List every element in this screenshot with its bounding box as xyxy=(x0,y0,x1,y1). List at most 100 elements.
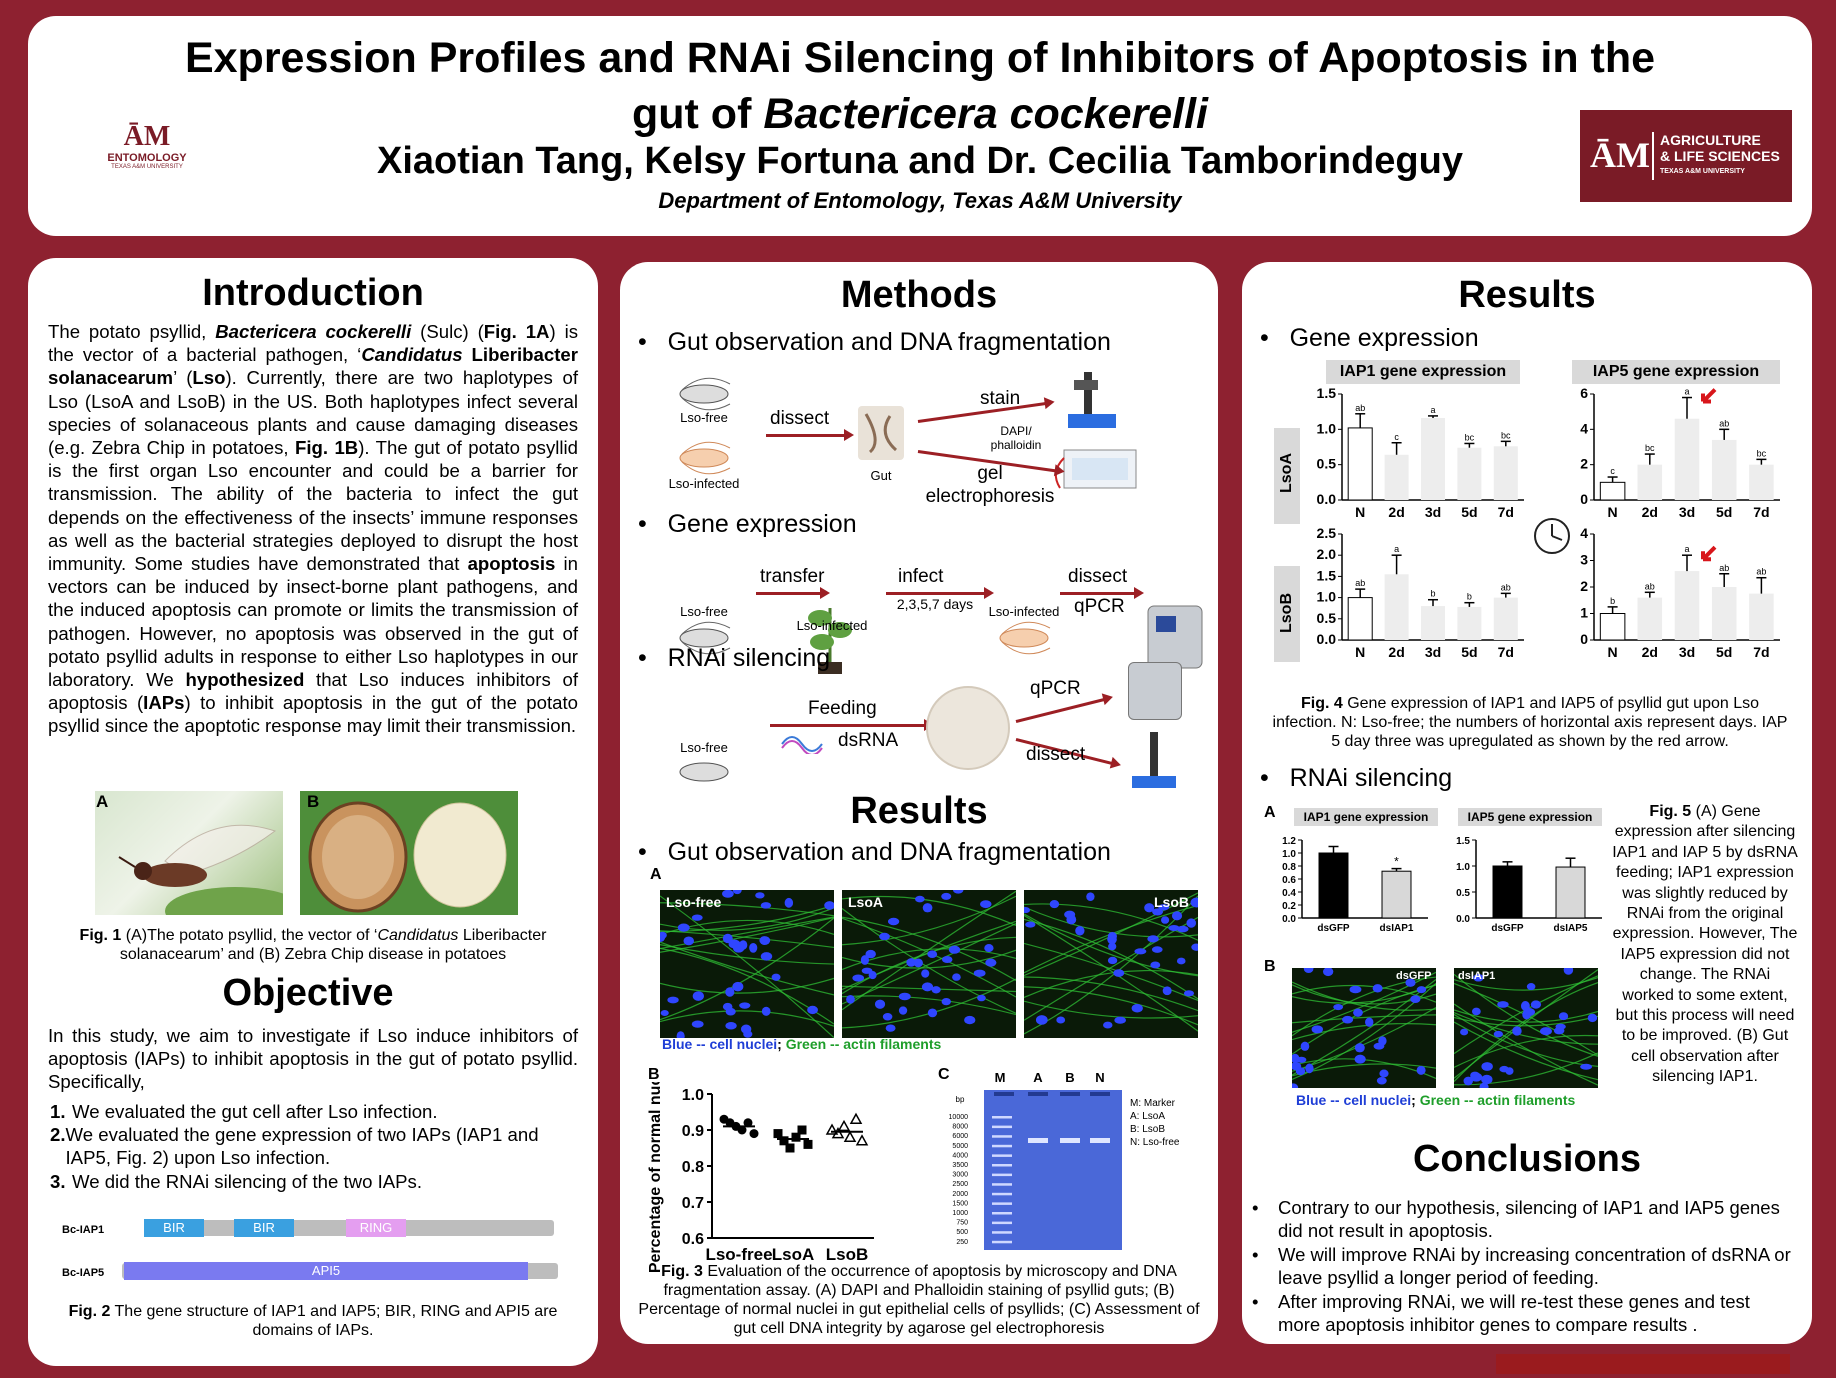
cell-nucleus xyxy=(1354,1043,1365,1053)
fig1-caption-label: Fig. 1 xyxy=(79,927,122,944)
bar xyxy=(1493,446,1518,500)
cell-nucleus xyxy=(927,1008,938,1018)
cell-nucleus xyxy=(887,917,900,926)
chart-iap1-lsoa: 0.0 0.5 1.0 1.5 ab Nc 2d a 3d bc 5d bc 7d xyxy=(1317,386,1524,520)
cell-nucleus xyxy=(973,969,986,977)
feeding-dish-icon xyxy=(926,686,1010,770)
cell-nucleus xyxy=(732,981,744,992)
bar xyxy=(1555,866,1586,919)
cell-nucleus xyxy=(1497,1001,1509,1008)
cell-nucleus xyxy=(771,973,781,981)
y-tick-label: 0.0 xyxy=(1282,914,1296,925)
cell-nucleus xyxy=(1305,1063,1314,1074)
x-tick-label: 3d xyxy=(1679,504,1695,520)
cell-nucleus xyxy=(1049,900,1060,909)
m3-qpcr-label: qPCR xyxy=(1030,678,1081,699)
y-tick-label: 0.8 xyxy=(682,1159,704,1176)
gel-background xyxy=(984,1090,1122,1250)
footer-bar xyxy=(1496,1354,1790,1374)
entomology-logo: ĀM ENTOMOLOGY TEXAS A&M UNIVERSITY xyxy=(92,122,202,202)
bar xyxy=(1384,574,1409,640)
cell-nucleus xyxy=(1416,986,1427,994)
cell-nucleus xyxy=(807,1005,818,1015)
column-results: Results • Gene expression IAP1 gene expr… xyxy=(1242,262,1812,1344)
actin-fiber xyxy=(660,902,834,917)
gel-lane-label: B xyxy=(1065,1070,1074,1085)
cell-nucleus xyxy=(732,890,742,895)
data-point xyxy=(837,1119,851,1132)
legend-sep: ; xyxy=(777,1036,786,1052)
results-bullet-gene-text: Gene expression xyxy=(1289,324,1479,352)
y-tick-label: 1.0 xyxy=(1456,862,1470,873)
bar xyxy=(1599,613,1626,641)
conclusions-heading: Conclusions xyxy=(1412,1138,1642,1180)
y-tick-label: 0.7 xyxy=(682,1195,704,1212)
conclusion-item: • Contrary to our hypothesis, silencing o… xyxy=(1252,1196,1796,1243)
cell-nucleus xyxy=(980,900,992,909)
entomology-logo-line2: TEXAS A&M UNIVERSITY xyxy=(111,164,183,170)
y-tick-label: 0.2 xyxy=(1282,901,1296,912)
legend-sep: ; xyxy=(1411,1092,1420,1108)
gel-ladder-band xyxy=(992,1183,1012,1186)
psyllid-photo xyxy=(95,791,283,915)
actin-fiber xyxy=(1024,914,1198,1032)
actin-fiber xyxy=(842,895,1016,946)
cell-nucleus xyxy=(1300,1041,1310,1051)
y-tick-label: 2.5 xyxy=(1317,526,1337,541)
aglife-line2: & LIFE SCIENCES xyxy=(1660,148,1780,164)
m2-lso-infected-label: Lso-infected xyxy=(988,604,1060,619)
data-point xyxy=(785,1143,795,1153)
cell-nucleus xyxy=(1481,1062,1493,1071)
cell-nucleus xyxy=(725,987,735,997)
x-tick-label: dsIAP1 xyxy=(1380,923,1414,934)
cell-nucleus xyxy=(1176,957,1186,965)
cell-nucleus xyxy=(1499,1065,1510,1073)
m2-transfer-label: transfer xyxy=(760,566,825,587)
gel-ladder-label: 2500 xyxy=(952,1181,968,1188)
cell-nucleus xyxy=(984,944,994,953)
cell-nucleus xyxy=(921,969,930,978)
objective-heading: Objective xyxy=(222,972,394,1014)
cell-nucleus xyxy=(1191,943,1198,951)
gel-key-item: M: Marker xyxy=(1130,1098,1176,1109)
legend-blue: Blue -- cell nuclei xyxy=(662,1036,778,1052)
y-tick-label: 3 xyxy=(1580,552,1588,568)
cell-nucleus xyxy=(692,991,704,1001)
y-tick-label: 1.5 xyxy=(1317,386,1337,401)
x-tick-label: 3d xyxy=(1425,644,1441,660)
micrograph-texture xyxy=(1024,890,1198,1038)
m1-dissect-label: dissect xyxy=(770,408,830,429)
y-tick-label: 6 xyxy=(1580,386,1588,401)
conclusion-item-text: After improving RNAi, we will re-test th… xyxy=(1278,1290,1750,1336)
methods-bullet-gut: • Gut observation and DNA fragmentation xyxy=(638,328,1111,356)
m2-lso-infected-plant-label: Lso-infected xyxy=(796,618,868,633)
x-tick-label: N xyxy=(1355,644,1365,660)
y-tick-label: 1.5 xyxy=(1317,567,1337,583)
y-tick-label: 0 xyxy=(1580,631,1588,647)
cell-nucleus xyxy=(1553,1027,1565,1035)
data-point xyxy=(849,1112,863,1124)
aglife-logo: ĀM AGRICULTURE & LIFE SCIENCES TEXAS A&M… xyxy=(1580,110,1792,202)
m3-dissect-label: dissect xyxy=(1026,744,1086,765)
qpcr-machine-icon-2 xyxy=(1128,662,1182,720)
cell-nucleus xyxy=(1190,897,1198,908)
cell-nucleus xyxy=(761,1006,771,1016)
gel-lane-label: N xyxy=(1095,1070,1104,1085)
fig1-caption: Fig. 1 (A)The potato psyllid, the vector… xyxy=(48,926,578,964)
y-tick-label: 1.0 xyxy=(1317,589,1337,605)
fig4-caption: Fig. 4 Gene expression of IAP1 and IAP5 … xyxy=(1270,694,1790,751)
gene1-label: Bc-IAP1 xyxy=(62,1224,105,1236)
m3-lso-free-label: Lso-free xyxy=(680,740,728,755)
gel-well xyxy=(1090,1092,1110,1096)
significance-letter: a xyxy=(1394,544,1399,554)
objective-item-text: We did the RNAi silencing of the two IAP… xyxy=(72,1170,423,1192)
fig3-panel-c: C xyxy=(938,1066,950,1083)
cell-nucleus xyxy=(941,997,951,1006)
cell-nucleus xyxy=(1376,1077,1387,1085)
row-label-lsoa-box xyxy=(1274,428,1300,524)
objective-item-text: We evaluated the gut cell after Lso infe… xyxy=(72,1101,438,1122)
cell-nucleus xyxy=(898,992,911,1001)
cell-nucleus xyxy=(1160,916,1170,924)
cell-nucleus xyxy=(1470,1072,1483,1082)
bar xyxy=(1347,597,1373,641)
